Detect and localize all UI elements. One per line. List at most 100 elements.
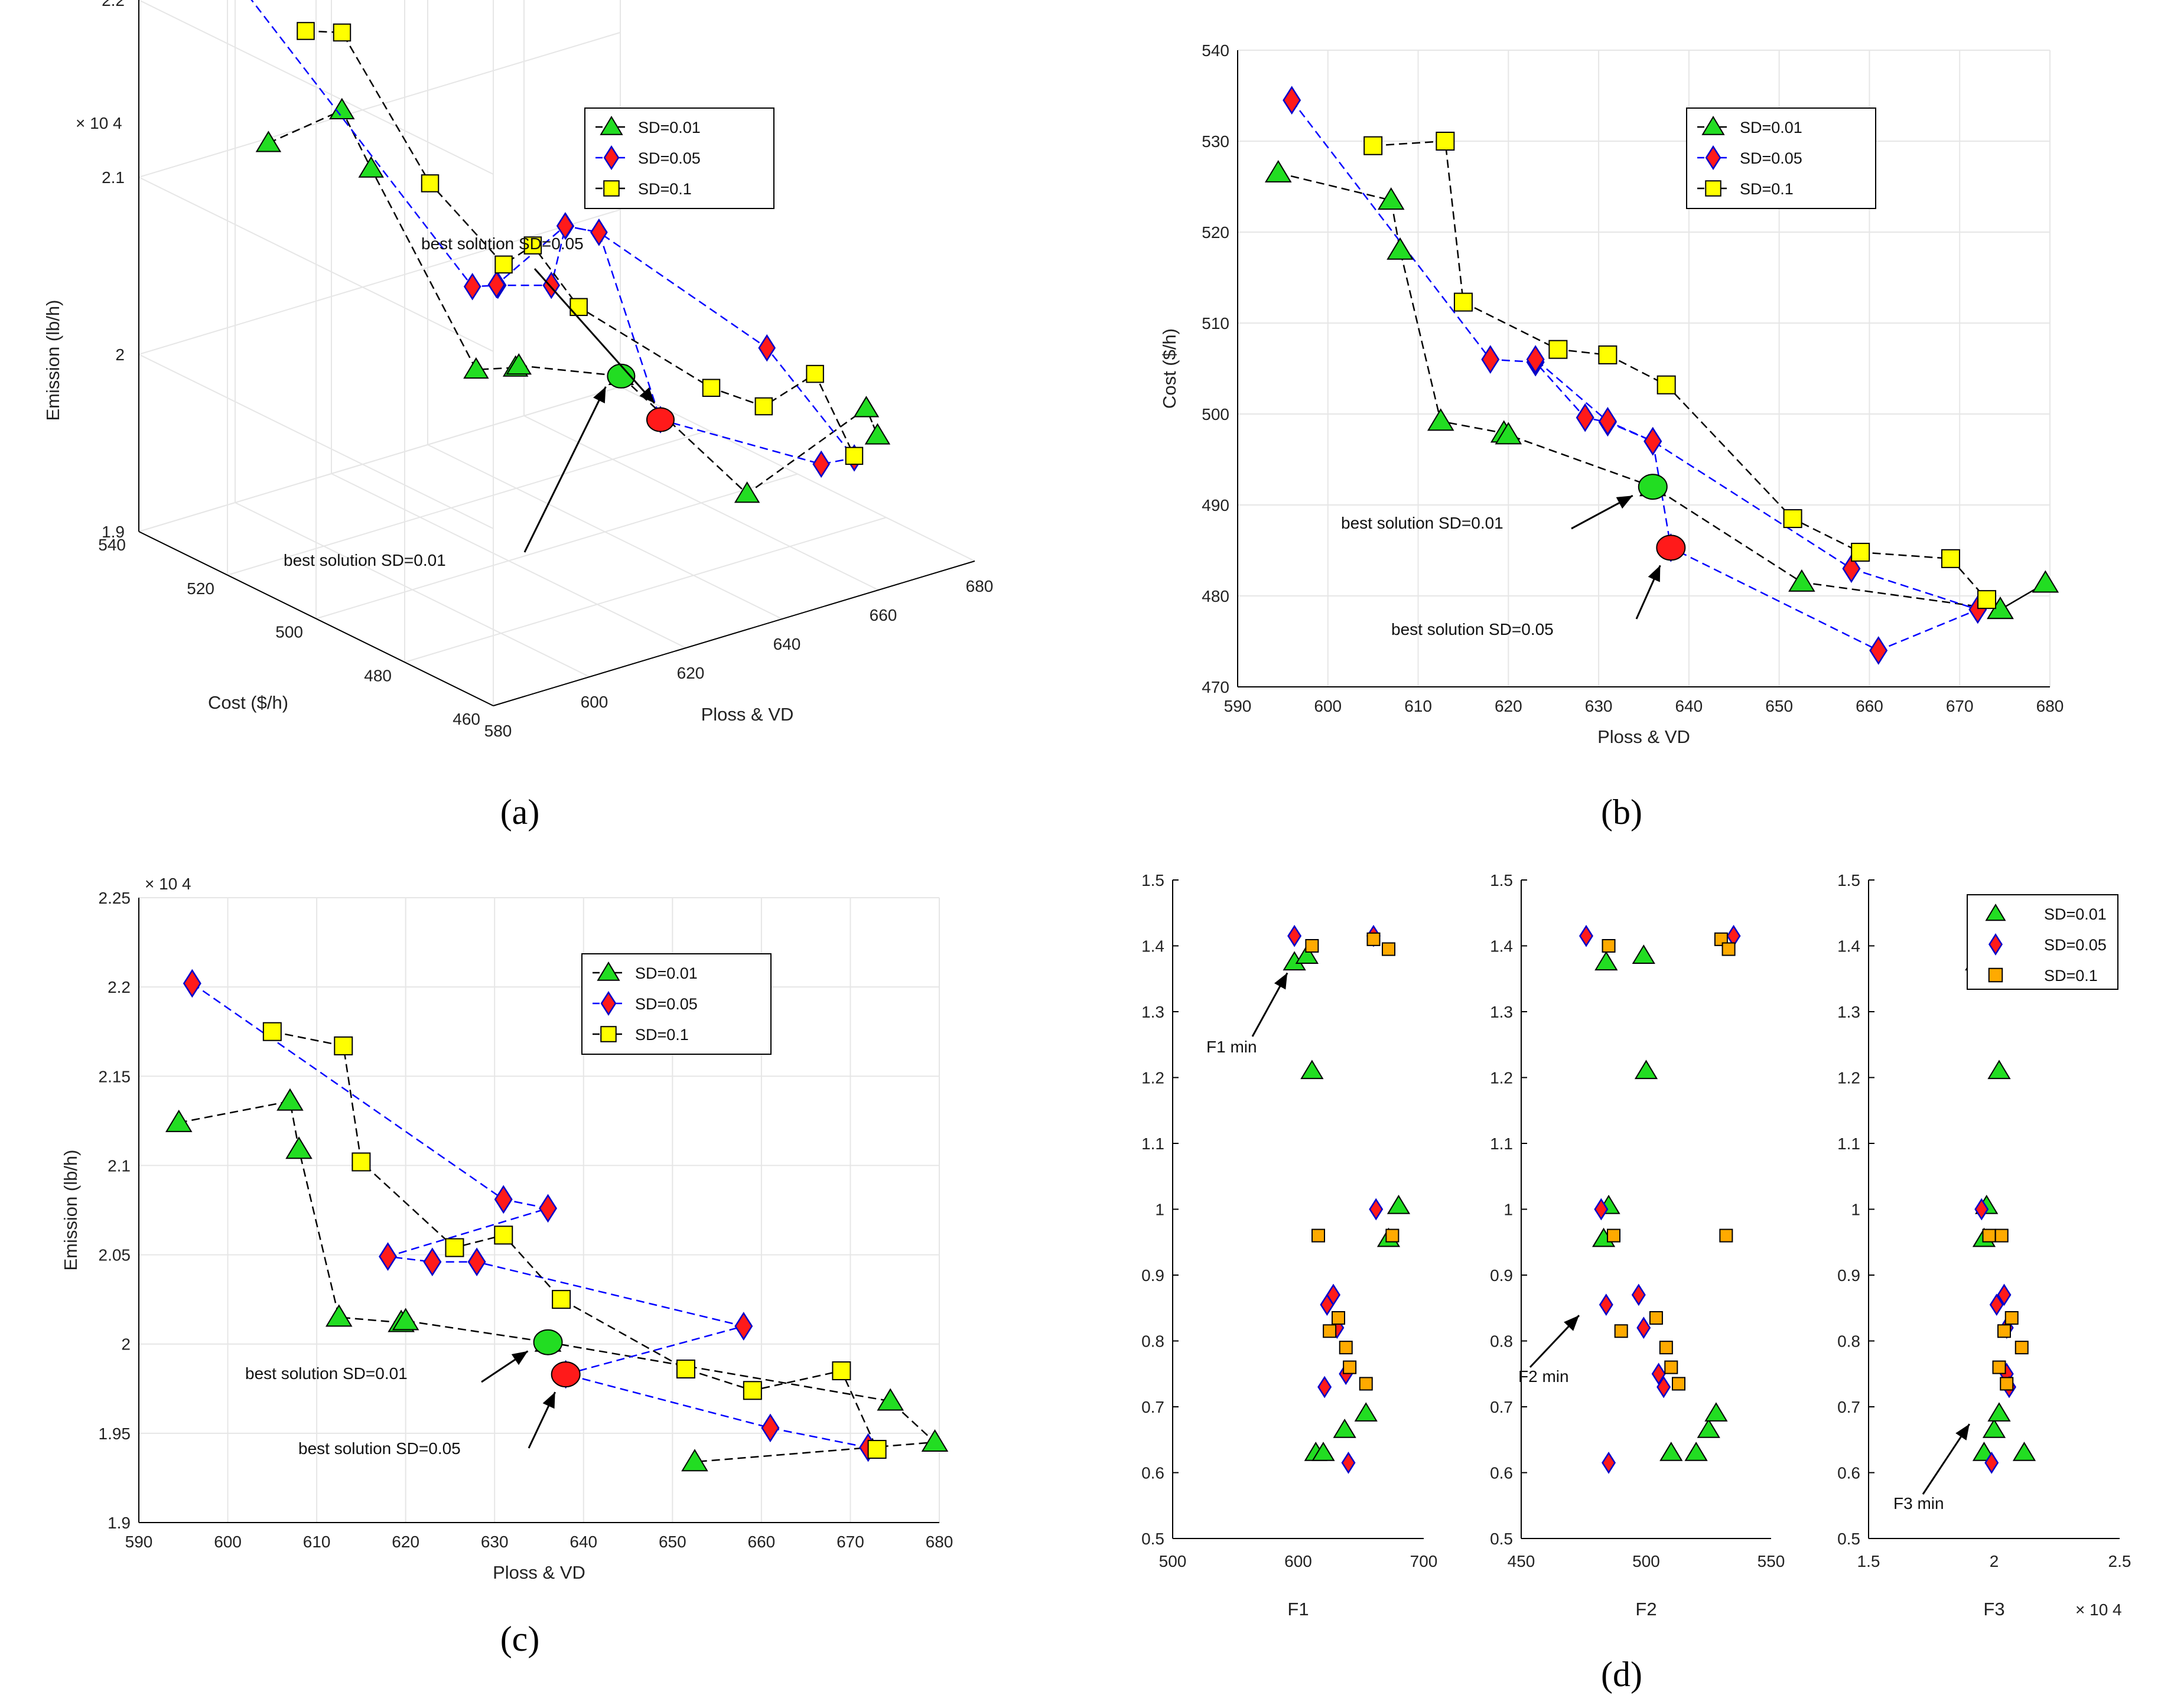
data-point-F2-s2 <box>1664 1360 1678 1374</box>
data-point-F1-s2 <box>1339 1341 1353 1355</box>
data-point-s2 <box>1453 292 1473 312</box>
data-point-F1-s0 <box>1311 1442 1335 1461</box>
best-solution-arrow-head <box>639 387 655 403</box>
data-point-s0 <box>1387 237 1414 260</box>
data-point-s1 <box>1576 403 1594 432</box>
data-point-F2-s2 <box>1607 1228 1621 1243</box>
z-exponent: × 10 4 <box>76 114 122 132</box>
panel-a-label: (a) <box>500 793 540 832</box>
y-tick-label: 540 <box>98 536 126 554</box>
data-point-s2 <box>743 1381 762 1400</box>
y-tick-label: 1.2 <box>1490 1069 1513 1087</box>
data-point-F1-s0 <box>1300 1060 1324 1080</box>
data-point-s2 <box>1656 375 1676 395</box>
data-point-3d-s1 <box>758 334 776 362</box>
legend-marker <box>600 990 617 1016</box>
y-tick-label: 1.5 <box>1490 871 1513 889</box>
min-annotation-arrow-head <box>1274 973 1288 990</box>
data-point-3d-s0 <box>463 357 489 379</box>
legend-label: SD=0.05 <box>1740 149 1802 167</box>
y-tick-label: 1.1 <box>1141 1135 1164 1153</box>
legend-label: SD=0.1 <box>1740 180 1794 198</box>
data-point-s1 <box>539 1194 558 1223</box>
data-point-s1 <box>1598 406 1617 436</box>
data-point-F3-s2 <box>1994 1228 2009 1243</box>
y-tick-label: 520 <box>1202 223 1229 242</box>
series-line-3d <box>305 30 855 457</box>
y-tick-label: 500 <box>275 623 303 641</box>
data-point-F3-s0 <box>1982 1419 2006 1438</box>
x-tick-label: 580 <box>484 722 512 740</box>
z-tick-label: 2.2 <box>102 0 125 9</box>
y-axis <box>138 531 494 706</box>
y-tick-label: 500 <box>1202 405 1229 423</box>
y-tick-label: 0.6 <box>1141 1464 1164 1482</box>
min-annotation-arrow-head <box>1564 1315 1579 1331</box>
floor-gridline-y <box>315 473 798 620</box>
best-solution-arrow-shaft <box>533 268 656 404</box>
x-tick-label: 2 <box>1990 1552 1999 1570</box>
best-solution-label: best solution SD=0.01 <box>1341 514 1503 532</box>
legend-label: SD=0.05 <box>2044 936 2107 954</box>
data-point-F3-s0 <box>2012 1442 2036 1461</box>
y-tick-label: 1 <box>1851 1201 1860 1219</box>
backwall-gridline-z <box>138 32 621 178</box>
x-tick-label: 660 <box>870 606 897 624</box>
data-point-F2-s2 <box>1671 1377 1685 1391</box>
y-tick-label: 0.9 <box>1490 1266 1513 1285</box>
data-point-s1 <box>423 1247 442 1276</box>
data-point-s0 <box>276 1088 304 1111</box>
data-point-F2-s1 <box>1579 924 1593 947</box>
data-point-s2 <box>1436 132 1455 151</box>
data-point-3d-s2 <box>523 236 542 255</box>
series-line-2 <box>1373 140 1987 600</box>
best-solution-marker <box>1656 534 1686 561</box>
best-solution-arrow-head <box>542 1392 555 1409</box>
data-point-s2 <box>1941 549 1960 568</box>
data-point-s1 <box>1481 345 1500 374</box>
y-tick-label: 540 <box>1202 41 1229 60</box>
legend-marker <box>600 1026 617 1042</box>
x-axis-label: Ploss & VD <box>701 704 794 725</box>
data-point-3d-s1 <box>556 212 574 240</box>
data-point-s2 <box>832 1361 851 1381</box>
x-tick-label: 610 <box>303 1533 331 1551</box>
y-tick-label: 2.25 <box>99 889 131 907</box>
legend-marker <box>1701 116 1725 135</box>
y-tick-label: 460 <box>453 710 480 728</box>
legend-marker <box>1988 967 2003 983</box>
x-axis-label: F2 <box>1635 1599 1656 1619</box>
best-solution-marker <box>533 1329 563 1355</box>
data-point-s0 <box>1788 569 1815 592</box>
best-solution-marker <box>1638 474 1668 500</box>
panel-d-label: (d) <box>1601 1655 1642 1694</box>
data-point-s2 <box>1548 340 1568 359</box>
data-point-3d-s1 <box>590 219 608 246</box>
data-point-F3-s1 <box>1989 1293 2004 1316</box>
data-point-s2 <box>867 1440 887 1459</box>
min-annotation-arrow-head <box>1955 1424 1970 1440</box>
x-tick-label: 640 <box>1675 697 1703 715</box>
data-point-3d-s2 <box>421 174 440 193</box>
data-point-F2-s0 <box>1659 1442 1683 1461</box>
data-point-F2-s0 <box>1634 1060 1658 1080</box>
leftwall-gridline-z <box>138 177 494 352</box>
data-point-F2-s0 <box>1632 944 1655 964</box>
x-tick-label: 630 <box>481 1533 509 1551</box>
y-tick-label: 1.2 <box>1837 1069 1860 1087</box>
legend-marker <box>1985 904 2006 921</box>
y-tick-label: 1.5 <box>1837 871 1860 889</box>
data-point-s2 <box>1851 543 1870 562</box>
data-point-3d-s2 <box>333 23 352 42</box>
data-point-F1-s0 <box>1295 944 1319 964</box>
y-tick-label: 0.6 <box>1837 1464 1860 1482</box>
x-tick-label: 600 <box>1284 1552 1312 1570</box>
best-solution-label: best solution SD=0.01 <box>284 551 446 569</box>
data-point-F1-s2 <box>1385 1228 1400 1243</box>
y-tick-label: 0.5 <box>1141 1530 1164 1548</box>
best-solution-marker <box>646 407 675 432</box>
y-tick-label: 0.8 <box>1837 1332 1860 1351</box>
data-point-s0 <box>681 1449 708 1472</box>
x-tick-label: 640 <box>569 1533 597 1551</box>
y-tick-label: 530 <box>1202 132 1229 151</box>
